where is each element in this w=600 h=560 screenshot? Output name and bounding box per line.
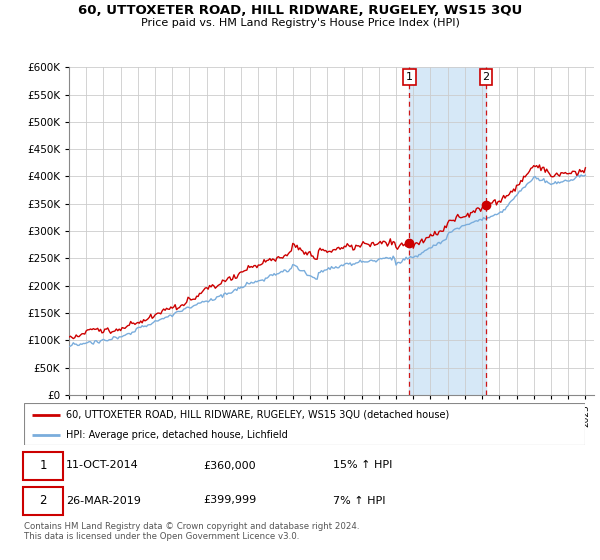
Text: £360,000: £360,000 [203, 460, 256, 470]
Text: 2: 2 [40, 494, 47, 507]
FancyBboxPatch shape [24, 403, 585, 445]
Text: 7% ↑ HPI: 7% ↑ HPI [332, 496, 385, 506]
Text: £399,999: £399,999 [203, 496, 257, 506]
FancyBboxPatch shape [23, 487, 63, 515]
Text: Price paid vs. HM Land Registry's House Price Index (HPI): Price paid vs. HM Land Registry's House … [140, 18, 460, 28]
Text: HPI: Average price, detached house, Lichfield: HPI: Average price, detached house, Lich… [66, 430, 288, 440]
Text: 1: 1 [40, 459, 47, 472]
Bar [409, 67, 486, 395]
Text: 2: 2 [482, 72, 490, 82]
Text: Contains HM Land Registry data © Crown copyright and database right 2024.
This d: Contains HM Land Registry data © Crown c… [24, 522, 359, 542]
Text: 60, UTTOXETER ROAD, HILL RIDWARE, RUGELEY, WS15 3QU (detached house): 60, UTTOXETER ROAD, HILL RIDWARE, RUGELE… [66, 410, 449, 420]
Text: 26-MAR-2019: 26-MAR-2019 [66, 496, 141, 506]
FancyBboxPatch shape [23, 451, 63, 479]
Text: 15% ↑ HPI: 15% ↑ HPI [332, 460, 392, 470]
Text: 11-OCT-2014: 11-OCT-2014 [66, 460, 139, 470]
Text: 1: 1 [406, 72, 413, 82]
Text: 60, UTTOXETER ROAD, HILL RIDWARE, RUGELEY, WS15 3QU: 60, UTTOXETER ROAD, HILL RIDWARE, RUGELE… [78, 4, 522, 17]
